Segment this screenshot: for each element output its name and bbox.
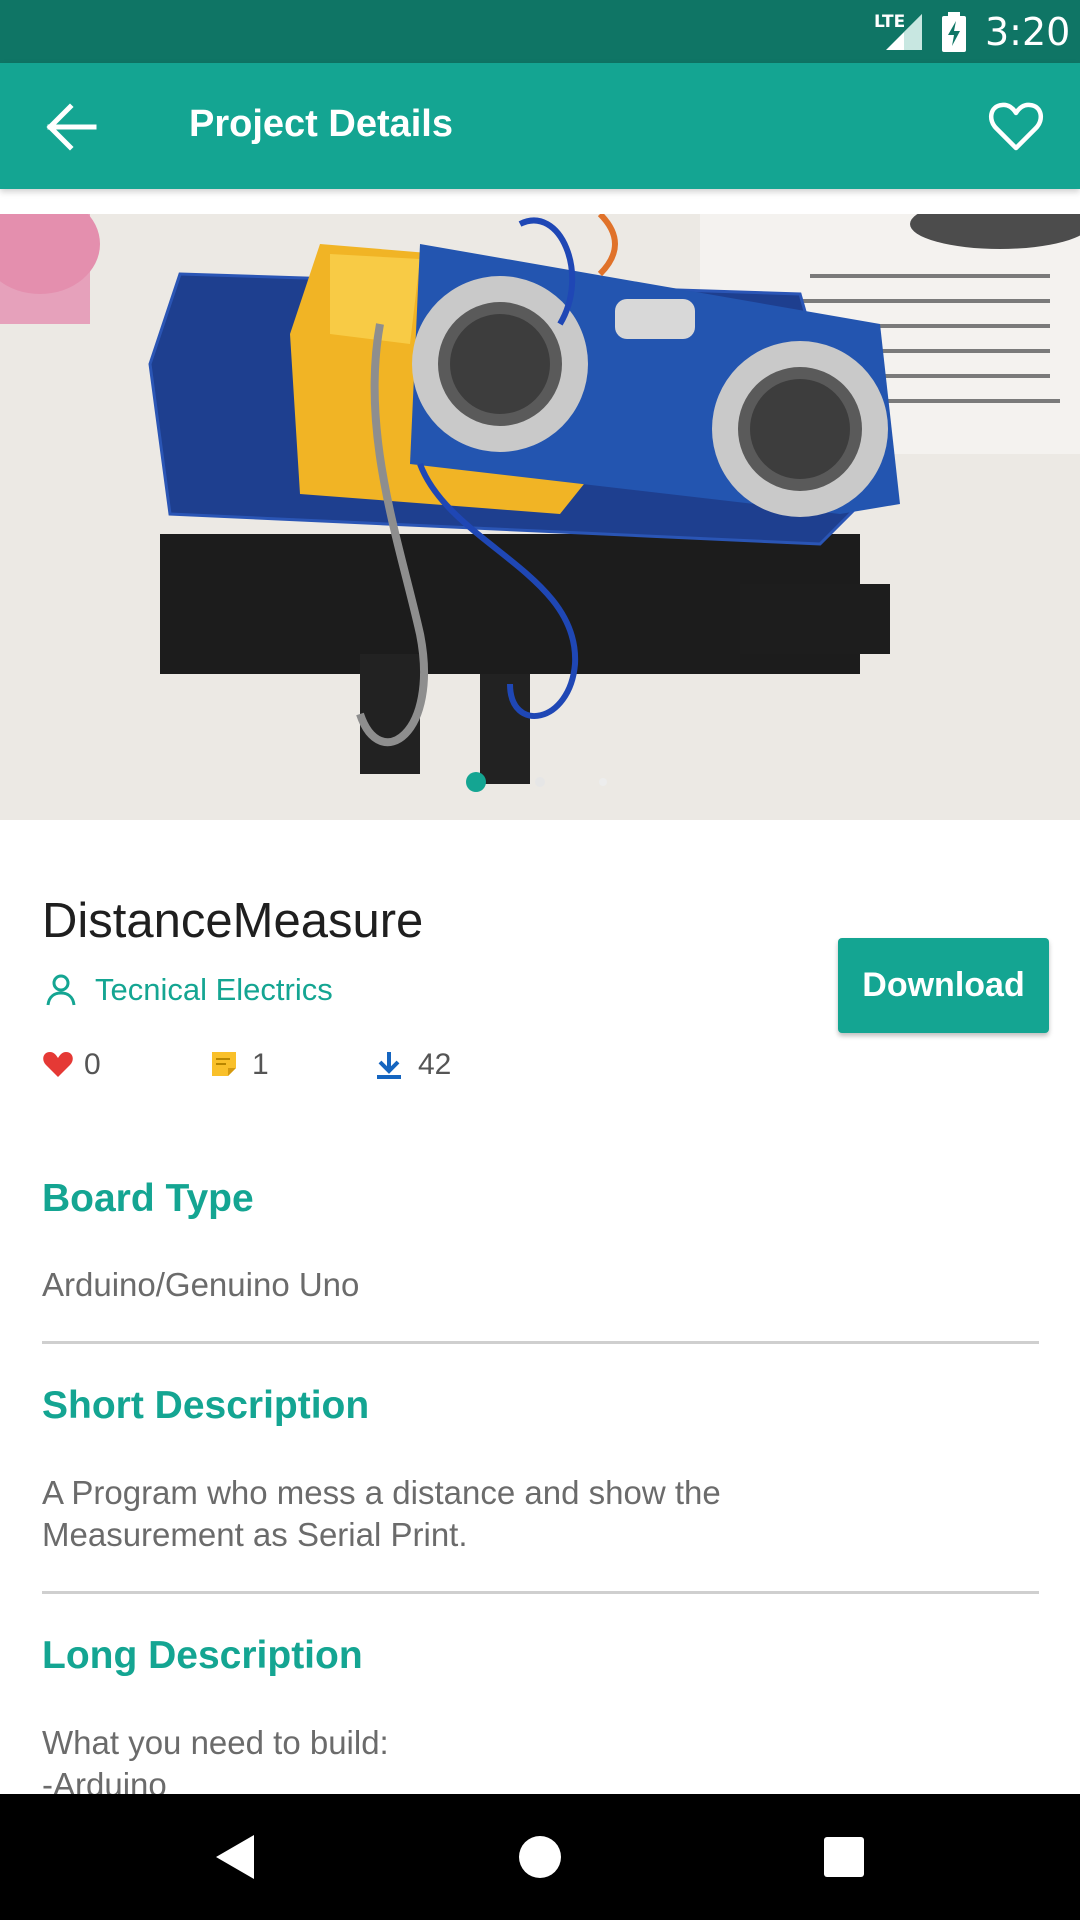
section-text-board-type: Arduino/Genuino Uno	[42, 1266, 360, 1303]
section-title-short-description: Short Description	[42, 1384, 370, 1427]
comments-count: 1	[210, 1046, 290, 1086]
system-navigation-bar	[0, 1794, 1080, 1920]
status-bar: LTE 3:20	[0, 0, 1080, 63]
downloads-value: 42	[418, 1048, 452, 1081]
author-link[interactable]: Tecnical Electrics	[95, 972, 333, 1007]
section-title-long-description: Long Description	[42, 1634, 363, 1677]
likes-value: 0	[84, 1048, 101, 1081]
heart-outline-icon[interactable]	[988, 100, 1044, 154]
person-icon	[46, 974, 76, 1006]
divider	[42, 1341, 1039, 1344]
download-button[interactable]: Download	[838, 938, 1049, 1033]
downloads-count: 42	[376, 1046, 476, 1086]
project-image-gallery[interactable]	[0, 214, 1080, 820]
battery-charging-icon	[942, 12, 966, 52]
project-photo	[0, 214, 1080, 820]
gallery-page-indicator	[0, 772, 1080, 792]
likes-count: 0	[42, 1046, 122, 1086]
page-title: Project Details	[189, 103, 453, 145]
page-dot[interactable]	[535, 777, 545, 787]
arrow-back-icon[interactable]	[46, 103, 98, 151]
comments-value: 1	[252, 1048, 269, 1081]
page-dot-active[interactable]	[466, 772, 486, 792]
section-title-board-type: Board Type	[42, 1177, 254, 1220]
clock: 3:20	[985, 10, 1071, 54]
download-arrow-icon	[377, 1052, 401, 1079]
network-type: LTE	[874, 12, 906, 32]
nav-recents-icon[interactable]	[824, 1837, 864, 1877]
signal-icon	[886, 14, 922, 50]
comment-note-icon	[212, 1052, 236, 1076]
nav-back-icon[interactable]	[214, 1833, 258, 1881]
section-text-long-description: What you need to build: -Arduino	[42, 1724, 389, 1794]
divider	[42, 1591, 1039, 1594]
heart-icon	[43, 1052, 73, 1077]
project-title: DistanceMeasure	[42, 894, 424, 948]
page-dot[interactable]	[599, 778, 607, 786]
nav-home-icon[interactable]	[518, 1835, 562, 1879]
app-bar: Project Details	[0, 63, 1080, 189]
section-text-short-description: A Program who mess a distance and show t…	[42, 1474, 721, 1553]
